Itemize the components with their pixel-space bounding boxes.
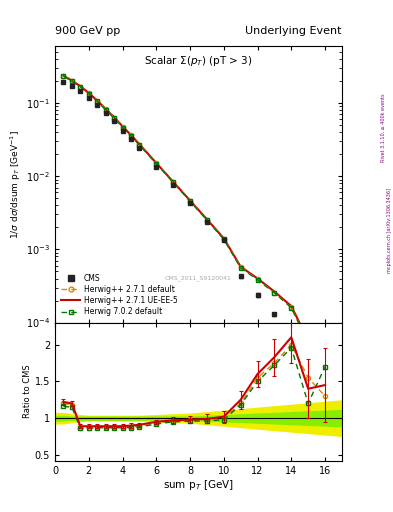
Text: 900 GeV pp: 900 GeV pp (55, 26, 120, 36)
Text: Rivet 3.1.10, ≥ 400k events: Rivet 3.1.10, ≥ 400k events (381, 94, 386, 162)
Y-axis label: Ratio to CMS: Ratio to CMS (23, 365, 32, 418)
Text: Underlying Event: Underlying Event (245, 26, 342, 36)
Text: CMS_2011_S9120041: CMS_2011_S9120041 (165, 275, 232, 281)
Text: mcplots.cern.ch [arXiv:1306.3436]: mcplots.cern.ch [arXiv:1306.3436] (387, 188, 391, 273)
X-axis label: sum p$_T$ [GeV]: sum p$_T$ [GeV] (163, 478, 234, 493)
Y-axis label: 1/$\sigma$ d$\sigma$/dsum p$_T$ [GeV$^{-1}$]: 1/$\sigma$ d$\sigma$/dsum p$_T$ [GeV$^{-… (9, 130, 23, 239)
Legend: CMS, Herwig++ 2.7.1 default, Herwig++ 2.7.1 UE-EE-5, Herwig 7.0.2 default: CMS, Herwig++ 2.7.1 default, Herwig++ 2.… (59, 271, 180, 319)
Text: Scalar $\Sigma(p_T)$ (pT > 3): Scalar $\Sigma(p_T)$ (pT > 3) (144, 54, 253, 69)
